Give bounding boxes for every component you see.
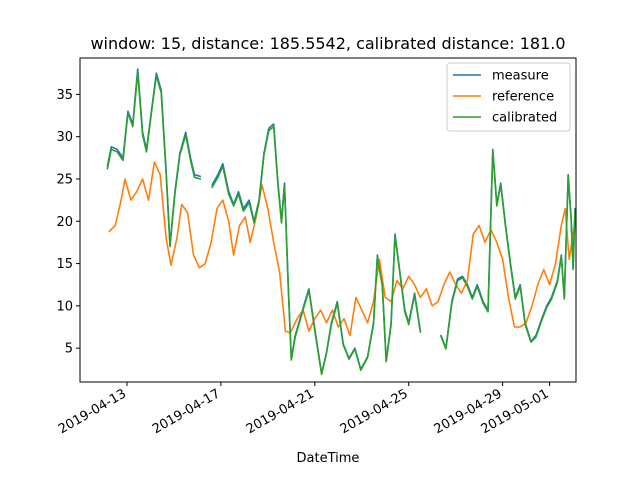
y-tick-label: 30 xyxy=(56,130,73,145)
y-tick-label: 5 xyxy=(65,342,73,357)
x-axis-label: DateTime xyxy=(297,451,360,466)
y-axis: 5 10 15 20 25 30 35 xyxy=(56,88,80,357)
chart-title: window: 15, distance: 185.5542, calibrat… xyxy=(90,34,565,53)
series-line-reference-segment-1 xyxy=(108,161,576,337)
legend: measure reference calibrated xyxy=(446,62,571,132)
series-layer xyxy=(106,68,576,376)
y-tick-label: 10 xyxy=(56,299,73,314)
plot-frame xyxy=(79,57,577,383)
y-tick-label: 20 xyxy=(56,215,73,230)
y-tick-label: 15 xyxy=(56,257,73,272)
legend-label-reference: reference xyxy=(492,90,554,105)
series-line-calibrated-segment-1 xyxy=(106,71,202,248)
legend-box xyxy=(446,62,571,132)
series-line-calibrated-segment-3 xyxy=(440,150,576,350)
legend-label-measure: measure xyxy=(492,69,549,84)
series-line-calibrated-segment-2 xyxy=(211,125,422,376)
y-tick-label: 35 xyxy=(56,88,73,103)
legend-label-calibrated: calibrated xyxy=(492,111,557,126)
y-tick-label: 25 xyxy=(56,172,73,187)
